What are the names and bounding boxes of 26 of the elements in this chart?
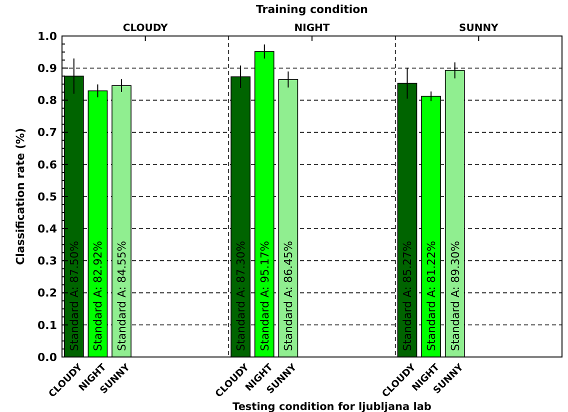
text: CLOUDY	[122, 23, 168, 34]
data-label: Standard A: 84.55%	[116, 240, 129, 351]
data-label: Standard A: 86.45%	[282, 240, 296, 351]
y-tick-label: 0.2	[38, 286, 57, 300]
x2-axis-title: Training condition	[256, 3, 368, 16]
text: NIGHT	[294, 23, 330, 34]
y-tick-label: 1.0	[38, 30, 58, 43]
data-label: Standard A: 81.22%	[425, 240, 438, 351]
data-label: Standard A: 95.17%	[258, 240, 272, 351]
data-label: Standard A: 87.50%	[68, 240, 81, 351]
y-tick-label: 0.0	[38, 350, 58, 364]
y-tick-label: 0.7	[38, 126, 57, 140]
y-tick-label: 0.3	[38, 254, 57, 268]
y-tick-label: 0.4	[38, 222, 58, 236]
y-tick-label: 0.5	[38, 190, 57, 204]
x-axis-title: Testing condition for ljubljana lab	[232, 401, 432, 412]
y-axis-title: Classification rate (%)	[14, 128, 27, 265]
y-tick-label: 0.8	[38, 94, 57, 108]
y-tick-label: 0.6	[38, 158, 58, 172]
data-label: Standard A: 85.27%	[401, 240, 414, 351]
data-label: Standard A: 87.30%	[234, 240, 248, 351]
y-tick-label: 0.1	[38, 318, 57, 332]
text: SUNNY	[459, 23, 500, 34]
y-tick-label: 0.9	[38, 62, 57, 75]
data-label: Standard A: 82.92%	[92, 240, 105, 351]
data-label: Standard A: 89.30%	[448, 240, 462, 351]
